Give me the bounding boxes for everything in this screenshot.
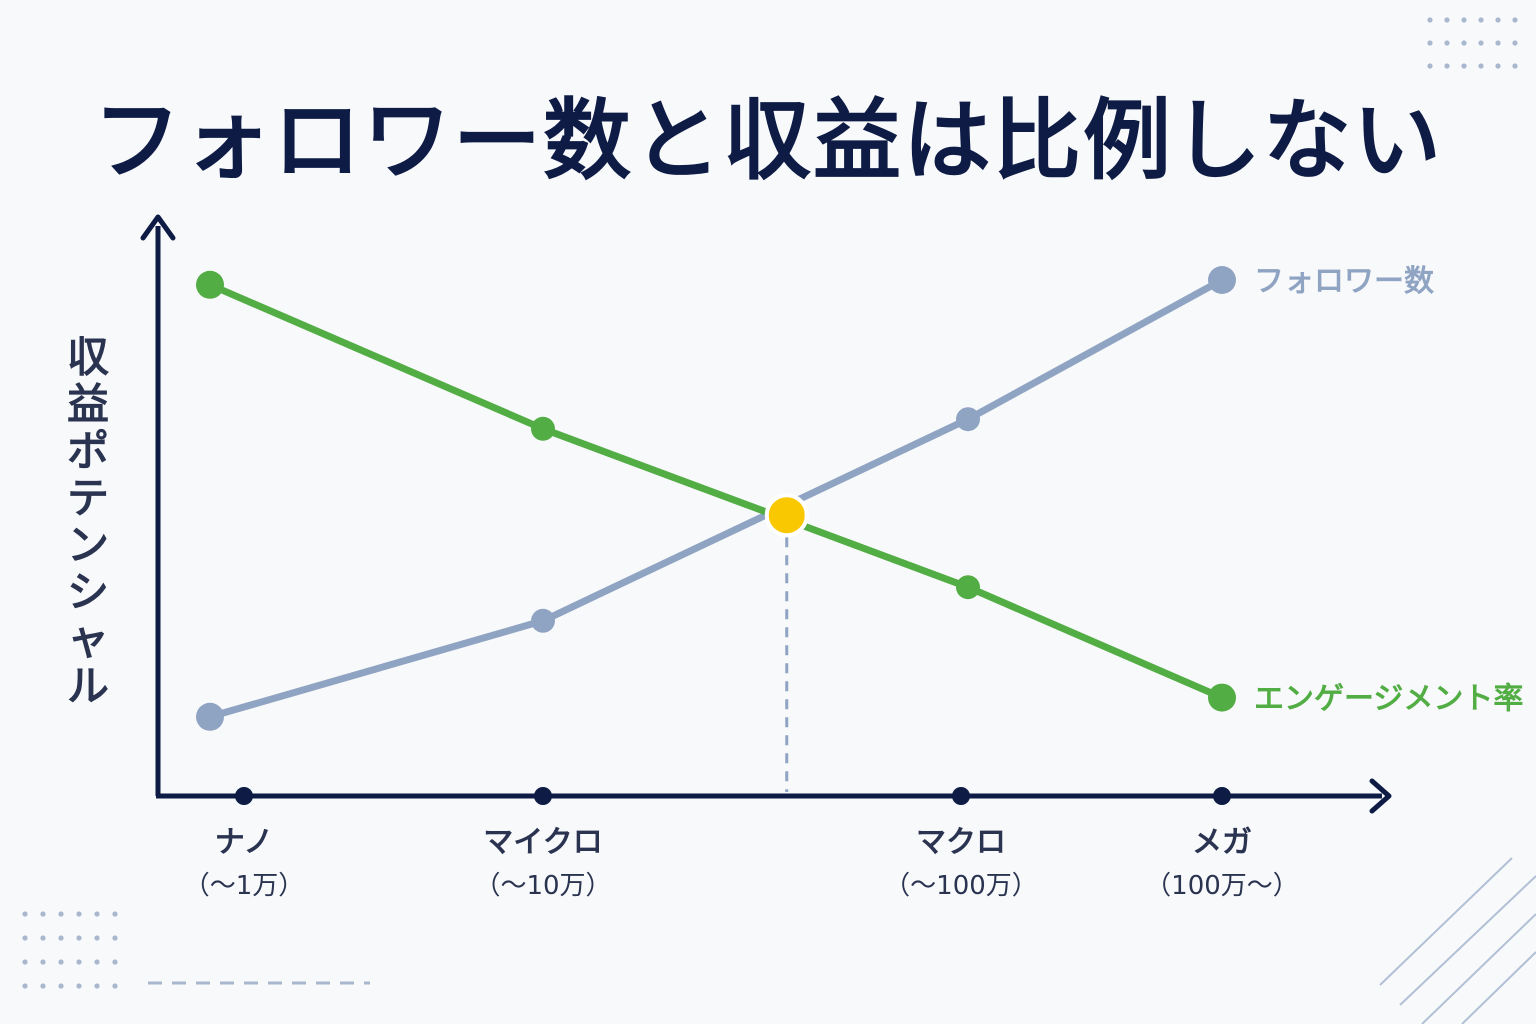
decor-dot xyxy=(1495,17,1501,23)
decor-dot xyxy=(1427,17,1433,23)
y-axis-label-char: シ xyxy=(67,568,109,617)
series-point xyxy=(956,575,980,600)
x-tick-range-label: （〜100万） xyxy=(884,871,1038,901)
decor-dot xyxy=(76,983,82,989)
decor-dot xyxy=(94,935,100,941)
series-line xyxy=(206,276,1226,721)
x-tick-label: マクロ xyxy=(916,825,1006,860)
x-ticks: ナノ （〜1万） マイクロ （〜10万） マクロ （〜100万） メガ （100万〜） xyxy=(184,787,1299,901)
x-tick-dot xyxy=(952,787,970,805)
decor-dot xyxy=(112,983,118,989)
decor-dot xyxy=(112,911,118,917)
x-tick-dot xyxy=(534,787,552,805)
decor-dot xyxy=(1478,63,1484,69)
decor-dot xyxy=(58,983,64,989)
decor-dot xyxy=(40,959,46,965)
decor-dot xyxy=(76,959,82,965)
decor-dot xyxy=(22,983,28,989)
series-line xyxy=(206,281,1226,702)
decor-dot xyxy=(22,911,28,917)
x-tick-dot xyxy=(1213,787,1231,805)
series-point xyxy=(196,270,224,299)
decor-dot xyxy=(58,959,64,965)
decor-dot xyxy=(58,935,64,941)
y-axis-label-char: 収 xyxy=(67,333,109,382)
y-axis-label-char: ポ xyxy=(67,427,109,476)
x-tick-range-label: （100万〜） xyxy=(1145,871,1299,901)
decor-dot xyxy=(40,911,46,917)
decor-dot xyxy=(1444,63,1450,69)
decor-dot xyxy=(1512,17,1518,23)
decor-dot xyxy=(1478,17,1484,23)
decor-dot xyxy=(94,959,100,965)
series-label: エンゲージメント率 xyxy=(1254,682,1523,717)
x-tick-range-label: （〜10万） xyxy=(474,871,611,901)
series-point xyxy=(956,407,980,432)
decor-dot xyxy=(1461,40,1467,46)
decor-dot xyxy=(94,983,100,989)
y-axis-label-char: ン xyxy=(67,521,109,570)
intersection-point xyxy=(764,493,809,538)
y-axis-label-char: 益 xyxy=(67,380,109,429)
decor-dot xyxy=(1427,40,1433,46)
series-label: フォロワー数 xyxy=(1254,264,1435,299)
decor-dot xyxy=(112,959,118,965)
decor-dot xyxy=(1478,40,1484,46)
series-point xyxy=(1208,683,1236,712)
y-axis-label-char: テ xyxy=(67,474,109,523)
decor-dot xyxy=(1512,40,1518,46)
decor-dot xyxy=(1461,63,1467,69)
decor-dot xyxy=(76,935,82,941)
decor-dot xyxy=(22,935,28,941)
series-point xyxy=(531,608,555,633)
decor-dot xyxy=(40,983,46,989)
decor-dot xyxy=(112,935,118,941)
decor-dot xyxy=(1495,40,1501,46)
x-tick-label: マイクロ xyxy=(483,825,602,860)
series-point xyxy=(531,416,555,441)
x-tick-label: ナノ xyxy=(215,825,274,860)
decor-dot xyxy=(1495,63,1501,69)
decor-dot xyxy=(1444,40,1450,46)
axes xyxy=(140,214,1392,814)
decor-dot-grid-top-right xyxy=(1427,17,1518,69)
y-axis-label-char: ル xyxy=(67,662,109,711)
x-axis-arrow xyxy=(1369,778,1392,814)
decor-dot xyxy=(1461,17,1467,23)
y-axis-label-char: ャ xyxy=(67,615,109,664)
page-title: フォロワー数と収益は比例しない xyxy=(92,89,1443,192)
decor-dot xyxy=(40,935,46,941)
decor-dot-grid-bottom-left xyxy=(22,911,118,989)
series-point xyxy=(1208,266,1236,294)
decor-diagonal-stripes xyxy=(1379,857,1536,1024)
decor-dot xyxy=(22,959,28,965)
y-axis-arrow xyxy=(140,214,176,241)
decor-dot xyxy=(94,911,100,917)
decor-dot xyxy=(1512,63,1518,69)
x-tick-range-label: （〜1万） xyxy=(184,871,305,901)
decor-dot xyxy=(76,911,82,917)
decor-dot xyxy=(1444,17,1450,23)
x-tick-label: メガ xyxy=(1192,825,1252,860)
x-tick-dot xyxy=(235,787,253,805)
decor-dot xyxy=(58,911,64,917)
series-point xyxy=(196,702,224,731)
decor-dot xyxy=(1427,63,1433,69)
